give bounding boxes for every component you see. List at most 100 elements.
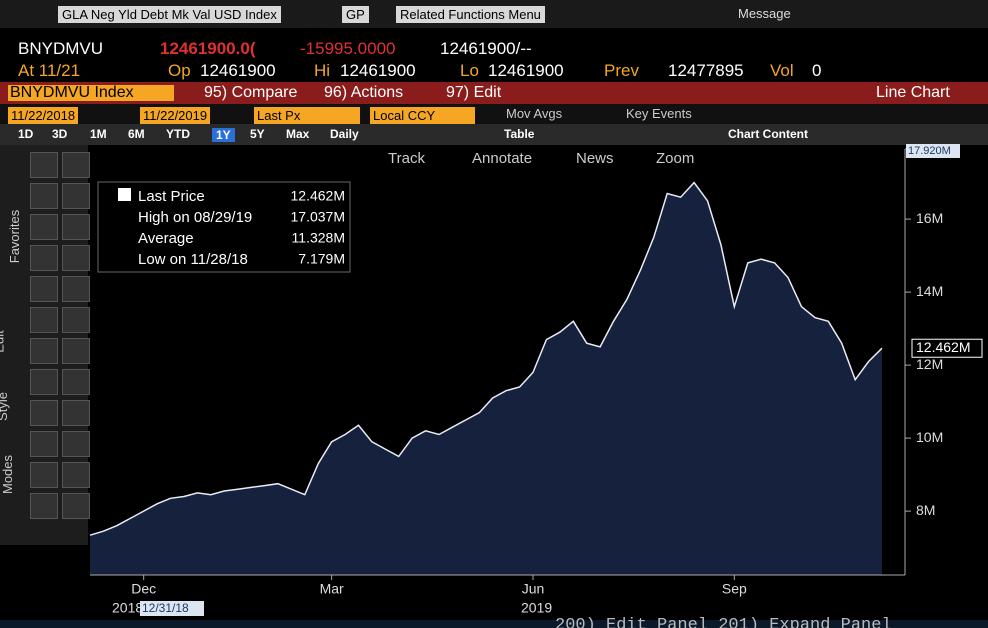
period-button[interactable]: 1D	[18, 127, 34, 141]
period-button[interactable]: 5Y	[250, 127, 265, 141]
x-tick-label: Dec	[131, 581, 156, 597]
tool-icon[interactable]	[30, 276, 58, 302]
quote-field: 12461900	[488, 61, 564, 80]
tool-icon[interactable]	[62, 400, 90, 426]
index-field[interactable]: BNYDMVU Index	[8, 85, 174, 101]
mov-avgs[interactable]: Mov Avgs	[506, 106, 563, 121]
date-box	[140, 601, 204, 616]
legend-value: 7.179M	[298, 251, 345, 267]
gp-button[interactable]: GP	[342, 6, 369, 23]
legend-box	[97, 181, 351, 273]
tool-icon[interactable]	[30, 431, 58, 457]
chart-tool[interactable]: Track	[388, 150, 425, 167]
period-button[interactable]: YTD	[166, 127, 190, 141]
y-tick-label: 8M	[916, 502, 935, 518]
tool-icon[interactable]	[62, 245, 90, 271]
tool-icon[interactable]	[30, 152, 58, 178]
tool-icon[interactable]	[62, 307, 90, 333]
period-button[interactable]: Daily	[330, 127, 359, 141]
legend-value: 12.462M	[291, 188, 345, 204]
chart-tool[interactable]: News	[576, 150, 614, 167]
footer-text: 200) Edit Panel 201) Expand Panel	[555, 616, 892, 628]
period-button[interactable]: 1M	[90, 127, 107, 141]
period-button[interactable]: Max	[286, 127, 310, 141]
tool-icon[interactable]	[62, 462, 90, 488]
security-field[interactable]: GLA Neg Yld Debt Mk Val USD Index	[58, 6, 281, 23]
price: 12461900.0(	[160, 39, 256, 58]
tool-icon[interactable]	[62, 369, 90, 395]
start-date[interactable]: 11/22/2018	[8, 107, 79, 124]
compare-button[interactable]: 95) Compare	[204, 84, 298, 101]
legend-label: Average	[138, 230, 194, 247]
period-button[interactable]: Table	[504, 127, 535, 141]
quote-field: Prev	[604, 61, 639, 80]
last-price-label: 12.462M	[916, 339, 970, 355]
period-button[interactable]: 1Y	[212, 128, 235, 142]
change: -15995.0000	[300, 39, 396, 58]
last-price-box	[911, 338, 983, 358]
date-label: 12/31/18	[142, 601, 189, 615]
field-select[interactable]: Last Px	[254, 107, 361, 124]
tool-icon[interactable]	[30, 183, 58, 209]
ticker: BNYDMVU	[18, 39, 104, 58]
actions-button[interactable]: 96) Actions	[324, 84, 404, 101]
x-tick-label: Mar	[320, 581, 344, 597]
quote-field: Hi	[314, 61, 331, 80]
quote-field: 12461900	[200, 61, 276, 80]
tool-icon[interactable]	[62, 431, 90, 457]
tool-icon[interactable]	[62, 214, 90, 240]
side-tab[interactable]: Modes	[0, 454, 16, 495]
period-button[interactable]: Chart Content	[728, 127, 808, 141]
y-tick-label: 12M	[916, 356, 943, 372]
x-tick-label: Jun	[522, 581, 545, 597]
tool-icon[interactable]	[62, 276, 90, 302]
end-date[interactable]: 11/22/2019	[140, 107, 211, 124]
legend-label: High on 08/29/19	[138, 209, 252, 226]
area	[90, 182, 882, 575]
tool-icon[interactable]	[30, 369, 58, 395]
currency-select[interactable]: Local CCY	[370, 107, 476, 124]
tool-icon[interactable]	[30, 338, 58, 364]
key-events[interactable]: Key Events	[626, 106, 692, 121]
year-label: 2018	[112, 600, 143, 616]
quote-field: At 11/21	[18, 61, 81, 80]
quote-field: Lo	[460, 61, 479, 80]
tool-icon[interactable]	[30, 214, 58, 240]
related-menu[interactable]: Related Functions Menu	[396, 6, 545, 23]
side-tab[interactable]: Favorites	[7, 209, 23, 264]
quote-field: 12477895	[668, 61, 744, 80]
tool-icon[interactable]	[62, 338, 90, 364]
bid-ask: 12461900/--	[440, 39, 532, 58]
message-button[interactable]: Message	[738, 6, 791, 21]
legend-swatch	[118, 188, 131, 201]
period-button[interactable]: 3D	[52, 127, 68, 141]
settings-bar	[0, 104, 988, 124]
legend-value: 17.037M	[291, 209, 345, 225]
chart-tool[interactable]: Annotate	[472, 150, 533, 167]
y-tick-label: 17.920M	[908, 145, 951, 157]
period-button[interactable]: 6M	[128, 127, 145, 141]
side-tab[interactable]: Style	[0, 392, 10, 421]
tool-icon[interactable]	[30, 493, 58, 519]
chart-tool[interactable]: Zoom	[656, 150, 695, 167]
side-tab[interactable]: Edit	[0, 330, 7, 353]
edit-button[interactable]: 97) Edit	[446, 84, 502, 101]
quote-field: Op	[168, 61, 191, 80]
tool-icon[interactable]	[62, 493, 90, 519]
tool-icon[interactable]	[30, 400, 58, 426]
tool-icon[interactable]	[30, 245, 58, 271]
y-top-box	[906, 144, 960, 158]
footer-bar	[0, 620, 988, 628]
quote-field: 12461900	[340, 61, 416, 80]
period-bar	[0, 124, 988, 145]
x-tick-label: Sep	[722, 581, 747, 597]
tool-icon[interactable]	[30, 462, 58, 488]
quote-field: 0	[812, 61, 822, 80]
legend-label: Low on 11/28/18	[138, 251, 248, 268]
tool-icon[interactable]	[62, 183, 90, 209]
tool-icon[interactable]	[62, 152, 90, 178]
line	[89, 181, 883, 536]
tool-icon[interactable]	[30, 307, 58, 333]
chart-type: Line Chart	[876, 84, 950, 101]
